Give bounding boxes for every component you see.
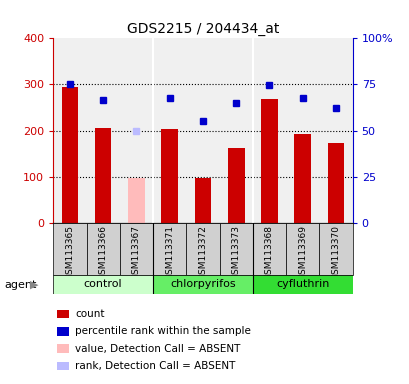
Bar bbox=[285, 223, 319, 275]
Text: rank, Detection Call = ABSENT: rank, Detection Call = ABSENT bbox=[75, 361, 235, 371]
Bar bbox=[161, 129, 178, 223]
Text: GSM113368: GSM113368 bbox=[264, 225, 273, 280]
Bar bbox=[252, 275, 352, 294]
Text: ▶: ▶ bbox=[29, 280, 38, 290]
Bar bbox=[227, 148, 244, 223]
Bar bbox=[219, 223, 252, 275]
Text: agent: agent bbox=[4, 280, 36, 290]
Bar bbox=[261, 99, 277, 223]
Bar bbox=[294, 134, 310, 223]
Text: GSM113365: GSM113365 bbox=[65, 225, 74, 280]
Bar bbox=[319, 223, 352, 275]
Bar bbox=[86, 223, 119, 275]
Text: GSM113371: GSM113371 bbox=[165, 225, 174, 280]
Text: GSM113370: GSM113370 bbox=[330, 225, 339, 280]
Text: chlorpyrifos: chlorpyrifos bbox=[170, 279, 235, 289]
Text: GSM113369: GSM113369 bbox=[297, 225, 306, 280]
Bar bbox=[153, 223, 186, 275]
Bar bbox=[61, 87, 78, 223]
Bar bbox=[53, 223, 86, 275]
Text: GSM113372: GSM113372 bbox=[198, 225, 207, 280]
Bar bbox=[153, 275, 252, 294]
Text: cyfluthrin: cyfluthrin bbox=[275, 279, 328, 289]
Bar bbox=[252, 223, 285, 275]
Text: count: count bbox=[75, 309, 104, 319]
Bar bbox=[128, 178, 144, 223]
Bar bbox=[53, 275, 153, 294]
Bar bbox=[94, 128, 111, 223]
Text: percentile rank within the sample: percentile rank within the sample bbox=[75, 326, 250, 336]
Bar bbox=[186, 223, 219, 275]
Text: GSM113367: GSM113367 bbox=[132, 225, 141, 280]
Bar bbox=[119, 223, 153, 275]
Text: value, Detection Call = ABSENT: value, Detection Call = ABSENT bbox=[75, 344, 240, 354]
Text: control: control bbox=[84, 279, 122, 289]
Title: GDS2215 / 204434_at: GDS2215 / 204434_at bbox=[126, 22, 279, 36]
Text: GSM113373: GSM113373 bbox=[231, 225, 240, 280]
Bar bbox=[194, 179, 211, 223]
Bar bbox=[327, 142, 344, 223]
Text: GSM113366: GSM113366 bbox=[99, 225, 108, 280]
